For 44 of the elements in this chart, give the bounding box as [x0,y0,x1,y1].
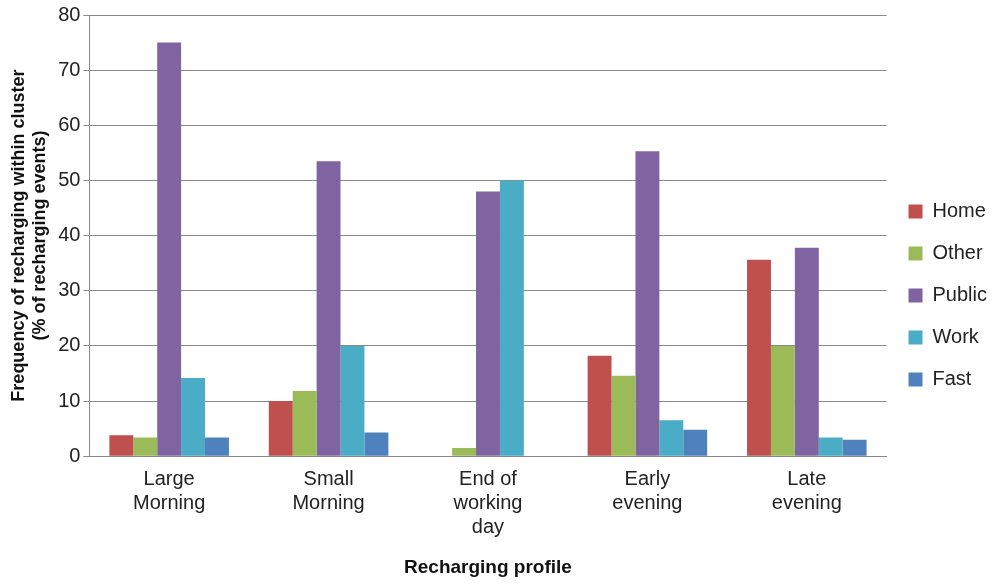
y-axis-title: Frequency of recharging within cluster (% of recharging events) [7,69,50,402]
bar [181,377,206,456]
x-tick-label: Late evening [771,466,842,513]
bar [133,437,158,456]
x-axis-title: Recharging profile [404,555,572,577]
bar [818,437,843,456]
bar [499,180,524,456]
y-tick-label: 80 [58,2,81,25]
bar [659,420,684,456]
legend-label: Public [932,283,988,306]
bar [452,447,477,456]
y-tick-label: 50 [58,167,81,190]
y-tick-label: 0 [69,443,81,466]
legend-label: Home [932,199,986,222]
y-tick-label: 70 [58,57,81,80]
x-tick-label: End of working day [452,466,523,537]
legend-label: Work [932,325,980,348]
bar [476,191,500,456]
legend-label: Fast [932,367,972,390]
y-tick-label: 30 [58,278,81,301]
bar [770,345,795,456]
bar [292,391,317,456]
bar [683,429,708,456]
bar [205,437,229,456]
bar [316,161,341,456]
bar [747,259,771,456]
bar [364,432,389,456]
x-tick-label: Early evening [612,466,683,513]
bar [268,401,293,456]
bar [794,247,819,456]
y-tick-label: 10 [58,388,81,411]
x-tick-label: Large Morning [133,466,206,513]
bar [635,151,660,456]
y-tick-label: 40 [58,223,81,246]
legend-label: Other [932,241,983,264]
bar [611,375,636,456]
bar [157,42,182,456]
y-tick-label: 60 [58,112,81,135]
bar [340,345,365,456]
y-tick-label: 20 [58,333,81,356]
bar [587,355,612,456]
bar [842,439,867,456]
bar [109,435,134,456]
x-tick-label: Small Morning [292,466,365,513]
